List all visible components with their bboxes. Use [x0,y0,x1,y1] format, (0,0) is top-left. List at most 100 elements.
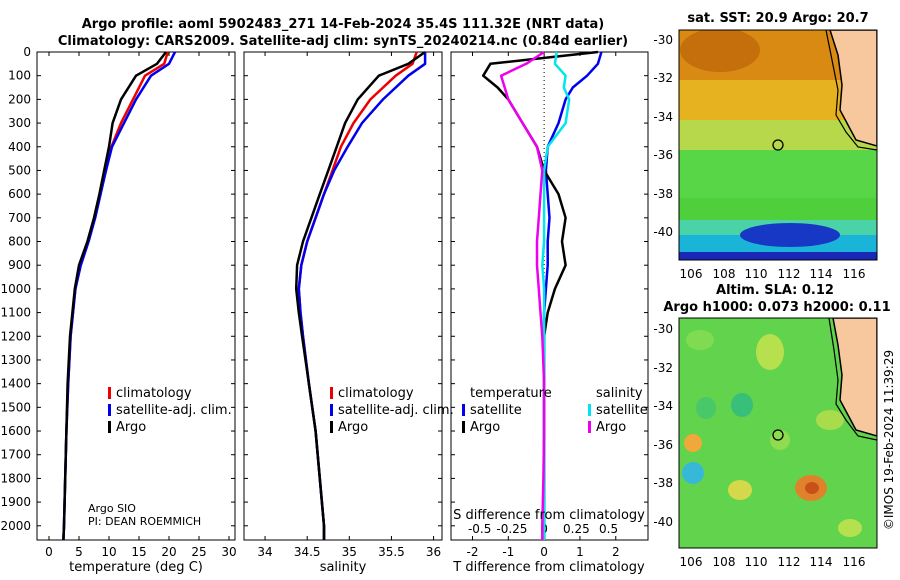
xtick-label: 1 [576,545,584,559]
top-xtick-label: 0.25 [563,522,590,536]
depth-tick-label: 300 [8,116,31,130]
depth-tick-label: 1100 [0,306,31,320]
sst-ytick: -40 [653,225,673,239]
sla-anomaly-patch [816,410,844,430]
sst-cold-patch [740,223,840,247]
profile-curves [62,50,603,541]
depth-tick-label: 1200 [0,329,31,343]
sst-land [829,30,877,147]
xtick-label: -2 [467,545,479,559]
sst-yticks: -30 -32 -34 -36 -38 -40 [653,33,673,239]
sst-xtick: 116 [843,267,866,281]
depth-tick-label: 500 [8,163,31,177]
xtick-label: 25 [191,545,206,559]
sla-xtick: 106 [680,555,703,569]
xtick-label: 0 [540,545,548,559]
legend-label-satellite: satellite-adj. clim. [116,403,232,418]
xtick-label: 34 [257,545,272,559]
xtick-label: 35.5 [378,545,405,559]
legend-swatch-sal-argo [588,421,591,433]
sla-xtick: 114 [810,555,833,569]
legend-temperature: climatology satellite-adj. clim. Argo [108,386,232,435]
legend-swatch-sal-satellite [588,404,591,416]
sst-ytick: -30 [653,33,673,47]
temperature-xlabel: temperature (deg C) [69,560,203,575]
legend-label-satellite: satellite-adj. clim. [338,403,454,418]
sla-anomaly-patch [731,393,753,417]
salinity-xlabel: salinity [320,560,367,575]
legend-head-salinity: salinity [596,386,643,401]
depth-tick-label: 200 [8,92,31,106]
sla-shelf-contour [828,318,877,441]
difference-top-xlabel: S difference from climatology [453,508,645,523]
top-xtick-label: 0.5 [599,522,618,536]
xtick-label: 0 [45,545,53,559]
sla-map-title-2: Argo h1000: 0.073 h2000: 0.11 [663,300,890,315]
legend-salinity: climatology satellite-adj. clim. Argo [330,386,454,435]
sla-xtick: 112 [778,555,801,569]
sst-ytick: -38 [653,187,673,201]
curve-temperature-Argo [62,51,167,541]
title-line-2: Climatology: CARS2009. Satellite-adj cli… [58,34,628,49]
xtick-label: 15 [131,545,146,559]
sla-ytick: -34 [653,399,673,413]
axis-ticks: 0100200300400500600700800900100011001200… [0,45,648,559]
credit-text: Argo SIO [88,502,136,515]
sla-xtick: 116 [843,555,866,569]
legend-label-climatology: climatology [338,386,414,401]
depth-tick-label: 400 [8,140,31,154]
depth-tick-label: 0 [23,45,31,59]
legend-swatch-climatology [108,387,111,399]
depth-tick-label: 1000 [0,282,31,296]
imos-stamp: ©IMOS 19-Feb-2024 11:39:29 [882,350,896,530]
xtick-label: 36 [426,545,441,559]
depth-tick-label: 1700 [0,448,31,462]
sla-map-frame [678,317,878,549]
legend-label-temp-satellite: satellite [470,403,522,418]
sla-anomaly-patch [686,330,714,350]
xtick-label: 20 [161,545,176,559]
sst-xtick: 112 [778,267,801,281]
curve-difference-salinity-Argo [499,50,546,540]
depth-tick-label: 1800 [0,471,31,485]
title-line-1: Argo profile: aoml 5902483_271 14-Feb-20… [82,17,604,32]
sla-anomaly-patch [838,519,862,537]
xtick-label: 30 [221,545,236,559]
depth-tick-label: 900 [8,258,31,272]
sst-map-frame [678,29,878,261]
sla-ytick: -38 [653,476,673,490]
sst-ytick: -34 [653,110,673,124]
curve-temperature-climatology [62,51,169,541]
legend-label-sal-satellite: satellite [596,403,648,418]
xtick-label: 35 [342,545,357,559]
top-xtick-label: -0.5 [468,522,491,536]
curve-salinity-Argo [294,50,426,540]
sla-argo-marker [772,429,784,441]
depth-tick-label: 2000 [0,519,31,533]
legend-swatch-climatology [330,387,333,399]
sst-xtick: 106 [680,267,703,281]
sla-anomaly-patch [696,397,716,419]
depth-tick-label: 1300 [0,353,31,367]
sst-xticks: 106 108 110 112 114 116 [680,267,866,281]
legend-swatch-temp-argo [462,421,465,433]
sla-xtick: 108 [713,555,736,569]
sla-map [679,318,877,548]
sst-argo-marker [772,139,784,151]
sla-anomaly-patch [805,482,819,494]
sla-land [832,318,877,437]
sst-ytick: -32 [653,71,673,85]
sst-ytick: -36 [653,148,673,162]
difference-xlabel: T difference from climatology [452,560,645,575]
curve-salinity-climatology [297,51,418,540]
xtick-label: 34.5 [294,545,321,559]
legend-difference: temperature salinity satellite Argo sate… [462,386,648,435]
salinity-axes [243,51,443,541]
sla-ytick: -30 [653,322,673,336]
legend-label-argo: Argo [338,420,368,435]
sla-ytick: -40 [653,515,673,529]
xtick-label: 10 [101,545,116,559]
depth-tick-label: 600 [8,187,31,201]
sst-warm-patch [680,30,760,72]
legend-label-sal-argo: Argo [596,420,626,435]
